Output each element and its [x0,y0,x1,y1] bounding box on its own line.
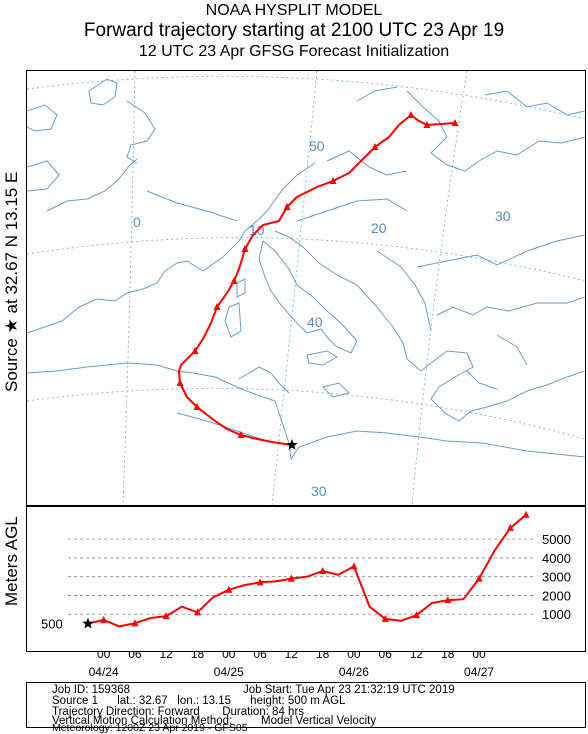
x-tick-label-8: 00 [347,652,361,661]
height-marker-23 [444,596,452,604]
date-label-1: 04/25 [214,665,244,679]
trajectory-marker-6 [241,245,249,252]
date-label-0: 04/24 [89,665,119,679]
graticule [26,70,586,572]
x-tick-label-0: 00 [97,652,111,661]
geography [26,78,586,461]
source-star [286,439,298,450]
time-axis: 00 06 12 18 00 06 12 18 00 06 12 18 00 04/24 04/25 04/2… [89,652,495,679]
y-tick-label-5000: 5000 [542,532,571,547]
height-marker-9 [225,585,233,593]
x-tick-label-11: 18 [441,652,455,661]
height-marker-15 [319,567,327,575]
map-panel: 50 40 30 0 10 20 30 [26,70,586,572]
height-marker-3 [131,619,139,627]
model-name: NOAA HYSPLIT MODEL [205,2,383,19]
longitude-label-30: 30 [495,208,511,224]
x-tick-label-5: 06 [253,652,267,661]
date-label-3: 04/27 [464,665,494,679]
source-location-label: Source ★ at 32.67 N 13.15 E [2,171,21,392]
y-tick-label-3000: 3000 [542,570,571,585]
x-tick-label-10: 12 [410,652,424,661]
trajectory-marker-2 [176,379,184,386]
trajectory-marker-11 [423,121,431,128]
latitude-label-40: 40 [307,314,323,330]
height-panel: 1000 2000 3000 4000 5000 500 [26,506,586,652]
trajectory-path [176,111,459,450]
height-marker-17 [350,562,358,570]
trajectory-marker-5 [230,277,238,284]
info-panel [26,682,586,728]
y-tick-label-2000: 2000 [542,588,571,603]
height-marker-21 [413,611,420,619]
vertical-motion-method: Vertical Motion Calculation Method: Mode… [52,715,377,727]
height-marker-19 [381,614,389,622]
trajectory-direction: Trajectory Direction: Forward Duration: … [52,706,305,718]
height-marker-25 [475,574,483,582]
chart-subtitle: 12 UTC 23 Apr GFSG Forecast Initializati… [138,43,450,60]
latitude-label-50: 50 [309,138,325,154]
x-tick-label-3: 18 [191,652,205,661]
x-tick-label-7: 18 [316,652,330,661]
height-line [87,514,527,628]
longitude-label-20: 20 [371,220,387,236]
latitude-label-30: 30 [311,483,327,499]
date-label-2: 04/26 [339,665,369,679]
start-height-label: 500 [41,617,63,632]
trajectory-marker-9 [371,143,379,150]
x-tick-label-6: 12 [285,652,299,661]
height-end-marker [522,510,530,518]
longitude-label-0: 0 [133,214,141,230]
chart-title: Forward trajectory starting at 2100 UTC … [83,20,505,41]
job-id: Job ID: 159368 [52,684,131,696]
height-marker-5 [162,612,170,620]
meteorology: Meteorology: 1200Z 23 Apr 2019 - GFS05 [52,722,248,734]
x-tick-label-9: 06 [379,652,393,661]
height-marker-1 [100,615,108,623]
height-marker-11 [256,578,264,586]
trajectory-line [177,113,456,446]
x-tick-label-12: 00 [472,652,486,661]
height-marker-7 [194,608,201,616]
trajectory-map: 50 40 30 0 10 20 30 [26,70,586,572]
y-tick-label-4000: 4000 [542,551,571,566]
trajectory-marker-7 [283,203,291,210]
trajectory-marker-3 [191,347,199,354]
x-tick-label-1: 06 [128,652,142,661]
height-profile-chart: 1000 2000 3000 4000 5000 500 [41,510,571,632]
trajectory-marker-10 [407,111,415,118]
y-tick-label-1000: 1000 [542,607,571,622]
latitude-labels: 50 40 30 [307,138,327,499]
trajectory-marker-4 [213,303,221,310]
x-tick-label-2: 12 [160,652,174,661]
trajectory-marker-8 [329,177,337,184]
height-source-star [82,617,94,629]
trajectory-marker-0 [237,431,245,438]
height-marker-27 [506,523,514,531]
trajectory-marker-1 [193,403,201,410]
source-info: Source 1 lat.: 32.67 lon.: 13.15 height:… [52,695,346,707]
trajectory-end-marker [451,119,459,126]
height-marker-13 [287,574,295,582]
y-axis-label: Meters AGL [2,516,21,606]
job-start: Job Start: Tue Apr 23 21:32:19 UTC 2019 [243,684,455,696]
x-tick-label-4: 00 [222,652,236,661]
